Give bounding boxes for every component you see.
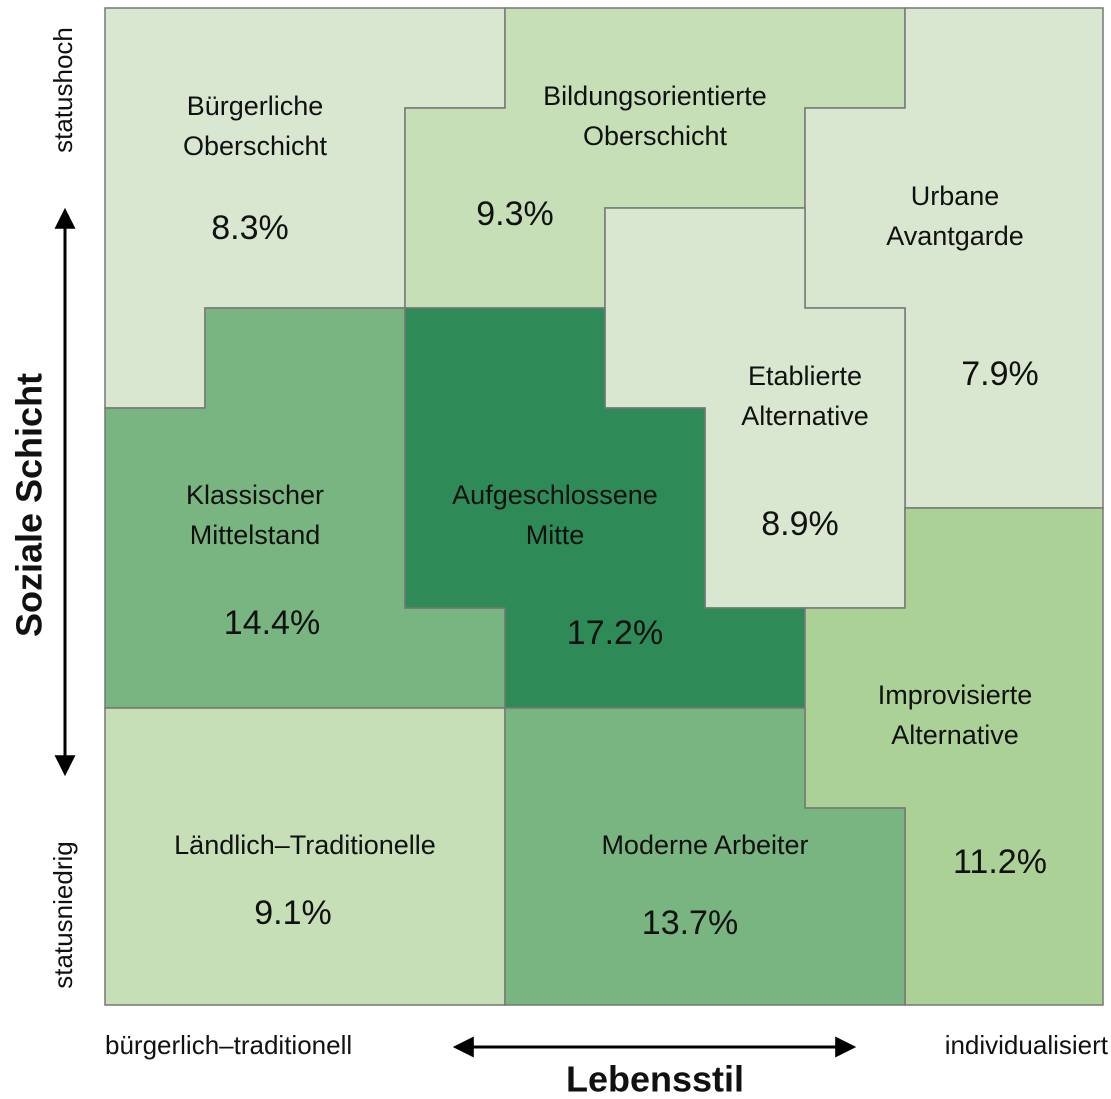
region-value: 8.9% [761, 505, 839, 543]
region-label: Alternative [741, 401, 869, 431]
region-label: Oberschicht [583, 121, 728, 151]
region-value: 13.7% [642, 904, 738, 942]
x-left-label: bürgerlich–traditionell [105, 1030, 352, 1060]
y-bottom-label: statusniedrig [48, 841, 78, 988]
region-value: 8.3% [211, 209, 289, 247]
region-label: Mitte [526, 520, 585, 550]
region-label: Aufgeschlossene [452, 480, 658, 510]
region-label: Alternative [891, 720, 1019, 750]
region-value: 7.9% [961, 355, 1039, 393]
regions [104, 7, 1104, 1006]
x-right-label: individualisiert [945, 1030, 1109, 1060]
labels: Bürgerliche Oberschicht 8.3% Bildungsorient… [174, 81, 1047, 942]
y-title: Soziale Schicht [9, 373, 50, 637]
region-label: Moderne Arbeiter [601, 830, 808, 860]
region-value: 11.2% [953, 843, 1047, 881]
region-label: Improvisierte [878, 680, 1033, 710]
region-label: Mittelstand [190, 520, 321, 550]
region-value: 14.4% [224, 604, 320, 642]
region-label: Ländlich–Traditionelle [174, 830, 436, 860]
region-label: Klassischer [186, 480, 324, 510]
region-value: 9.3% [476, 195, 554, 233]
region-value: 17.2% [567, 614, 663, 652]
y-top-label: statushoch [48, 27, 78, 153]
region-label: Urbane [911, 181, 1000, 211]
region-value: 9.1% [254, 894, 332, 932]
region-label: Oberschicht [183, 131, 328, 161]
region-label: Avantgarde [886, 221, 1024, 251]
region-label: Bürgerliche [187, 91, 324, 121]
region-label: Etablierte [748, 361, 862, 391]
x-title: Lebensstil [566, 1059, 744, 1099]
region-label: Bildungsorientierte [543, 81, 767, 111]
region [504, 707, 906, 1006]
